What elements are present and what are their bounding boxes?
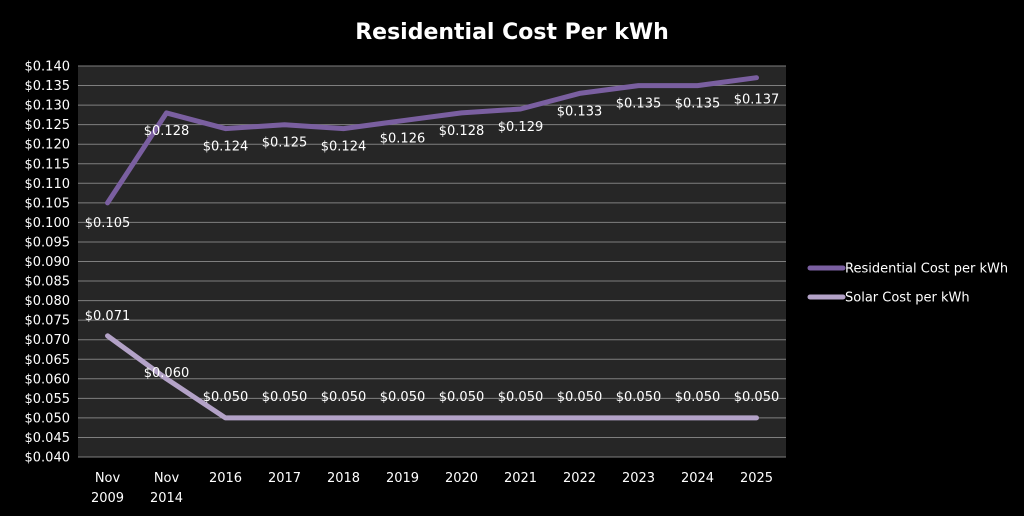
y-tick-label: $0.095 <box>25 235 71 250</box>
data-label: $0.050 <box>321 390 367 405</box>
x-tick-label: 2019 <box>386 471 419 486</box>
x-tick-label: 2016 <box>209 471 242 486</box>
x-tick-label: 2024 <box>681 471 714 486</box>
data-label: $0.050 <box>616 390 662 405</box>
data-label: $0.060 <box>144 366 190 381</box>
data-label: $0.126 <box>380 132 426 147</box>
data-label: $0.128 <box>144 124 190 139</box>
y-tick-label: $0.075 <box>25 314 71 329</box>
data-label: $0.050 <box>262 390 308 405</box>
data-label: $0.129 <box>498 120 544 135</box>
y-tick-label: $0.130 <box>25 99 71 114</box>
data-label: $0.071 <box>85 309 131 324</box>
data-label: $0.137 <box>734 93 780 108</box>
y-tick-label: $0.135 <box>25 79 71 94</box>
y-tick-label: $0.040 <box>25 451 71 466</box>
data-labels: $0.105 $0.128 $0.124 $0.125 $0.124 $0.126 $0.1… <box>85 93 780 405</box>
legend-label: Residential Cost per kWh <box>845 262 1008 277</box>
series-line-solar <box>105 333 759 421</box>
data-label: $0.124 <box>203 140 249 155</box>
y-tick-label: $0.045 <box>25 431 71 446</box>
y-tick-label: $0.110 <box>25 177 71 192</box>
y-tick-label: $0.120 <box>25 138 71 153</box>
data-label: $0.050 <box>380 390 426 405</box>
legend: Residential Cost per kWh Solar Cost per k… <box>807 262 1008 306</box>
y-tick-label: $0.070 <box>25 333 71 348</box>
x-tick-label: 2021 <box>504 471 537 486</box>
y-tick-label: $0.105 <box>25 196 71 211</box>
y-tick-label: $0.065 <box>25 353 71 368</box>
chart-title: Residential Cost Per kWh <box>355 20 669 45</box>
data-label: $0.105 <box>85 216 131 231</box>
data-label: $0.050 <box>439 390 485 405</box>
data-label: $0.135 <box>616 97 662 112</box>
x-tick-label: 2022 <box>563 471 596 486</box>
series-lines <box>105 75 759 421</box>
x-tick-label: 2020 <box>445 471 478 486</box>
x-tick-label: 2017 <box>268 471 301 486</box>
x-tick-label: 2025 <box>740 471 773 486</box>
y-tick-label: $0.060 <box>25 372 71 387</box>
x-tick-label: Nov 2014 <box>150 471 183 506</box>
data-label: $0.133 <box>557 104 603 119</box>
legend-label: Solar Cost per kWh <box>845 291 970 306</box>
y-tick-label: $0.085 <box>25 275 71 290</box>
series-line-residential <box>105 75 759 206</box>
y-tick-label: $0.050 <box>25 411 71 426</box>
y-tick-label: $0.090 <box>25 255 71 270</box>
x-axis-ticks: Nov 2009 Nov 2014 2016 2017 2018 2019 2020 2021 20… <box>91 471 773 506</box>
y-tick-label: $0.140 <box>25 60 71 75</box>
y-tick-label: $0.100 <box>25 216 71 231</box>
y-axis-ticks: $0.040 $0.045 $0.050 $0.055 $0.060 $0.065 $0.0… <box>25 60 71 466</box>
data-label: $0.128 <box>439 124 485 139</box>
data-label: $0.050 <box>734 390 780 405</box>
data-label: $0.124 <box>321 140 367 155</box>
x-tick-label: 2018 <box>327 471 360 486</box>
data-label: $0.050 <box>557 390 603 405</box>
data-label: $0.050 <box>675 390 721 405</box>
x-tick-label: 2023 <box>622 471 655 486</box>
data-label: $0.050 <box>498 390 544 405</box>
data-label: $0.050 <box>203 390 249 405</box>
data-label: $0.135 <box>675 97 721 112</box>
y-tick-label: $0.115 <box>25 157 71 172</box>
y-tick-label: $0.125 <box>25 118 71 133</box>
y-tick-label: $0.055 <box>25 392 71 407</box>
data-label: $0.125 <box>262 136 308 151</box>
x-tick-label: Nov 2009 <box>91 471 124 506</box>
y-tick-label: $0.080 <box>25 294 71 309</box>
